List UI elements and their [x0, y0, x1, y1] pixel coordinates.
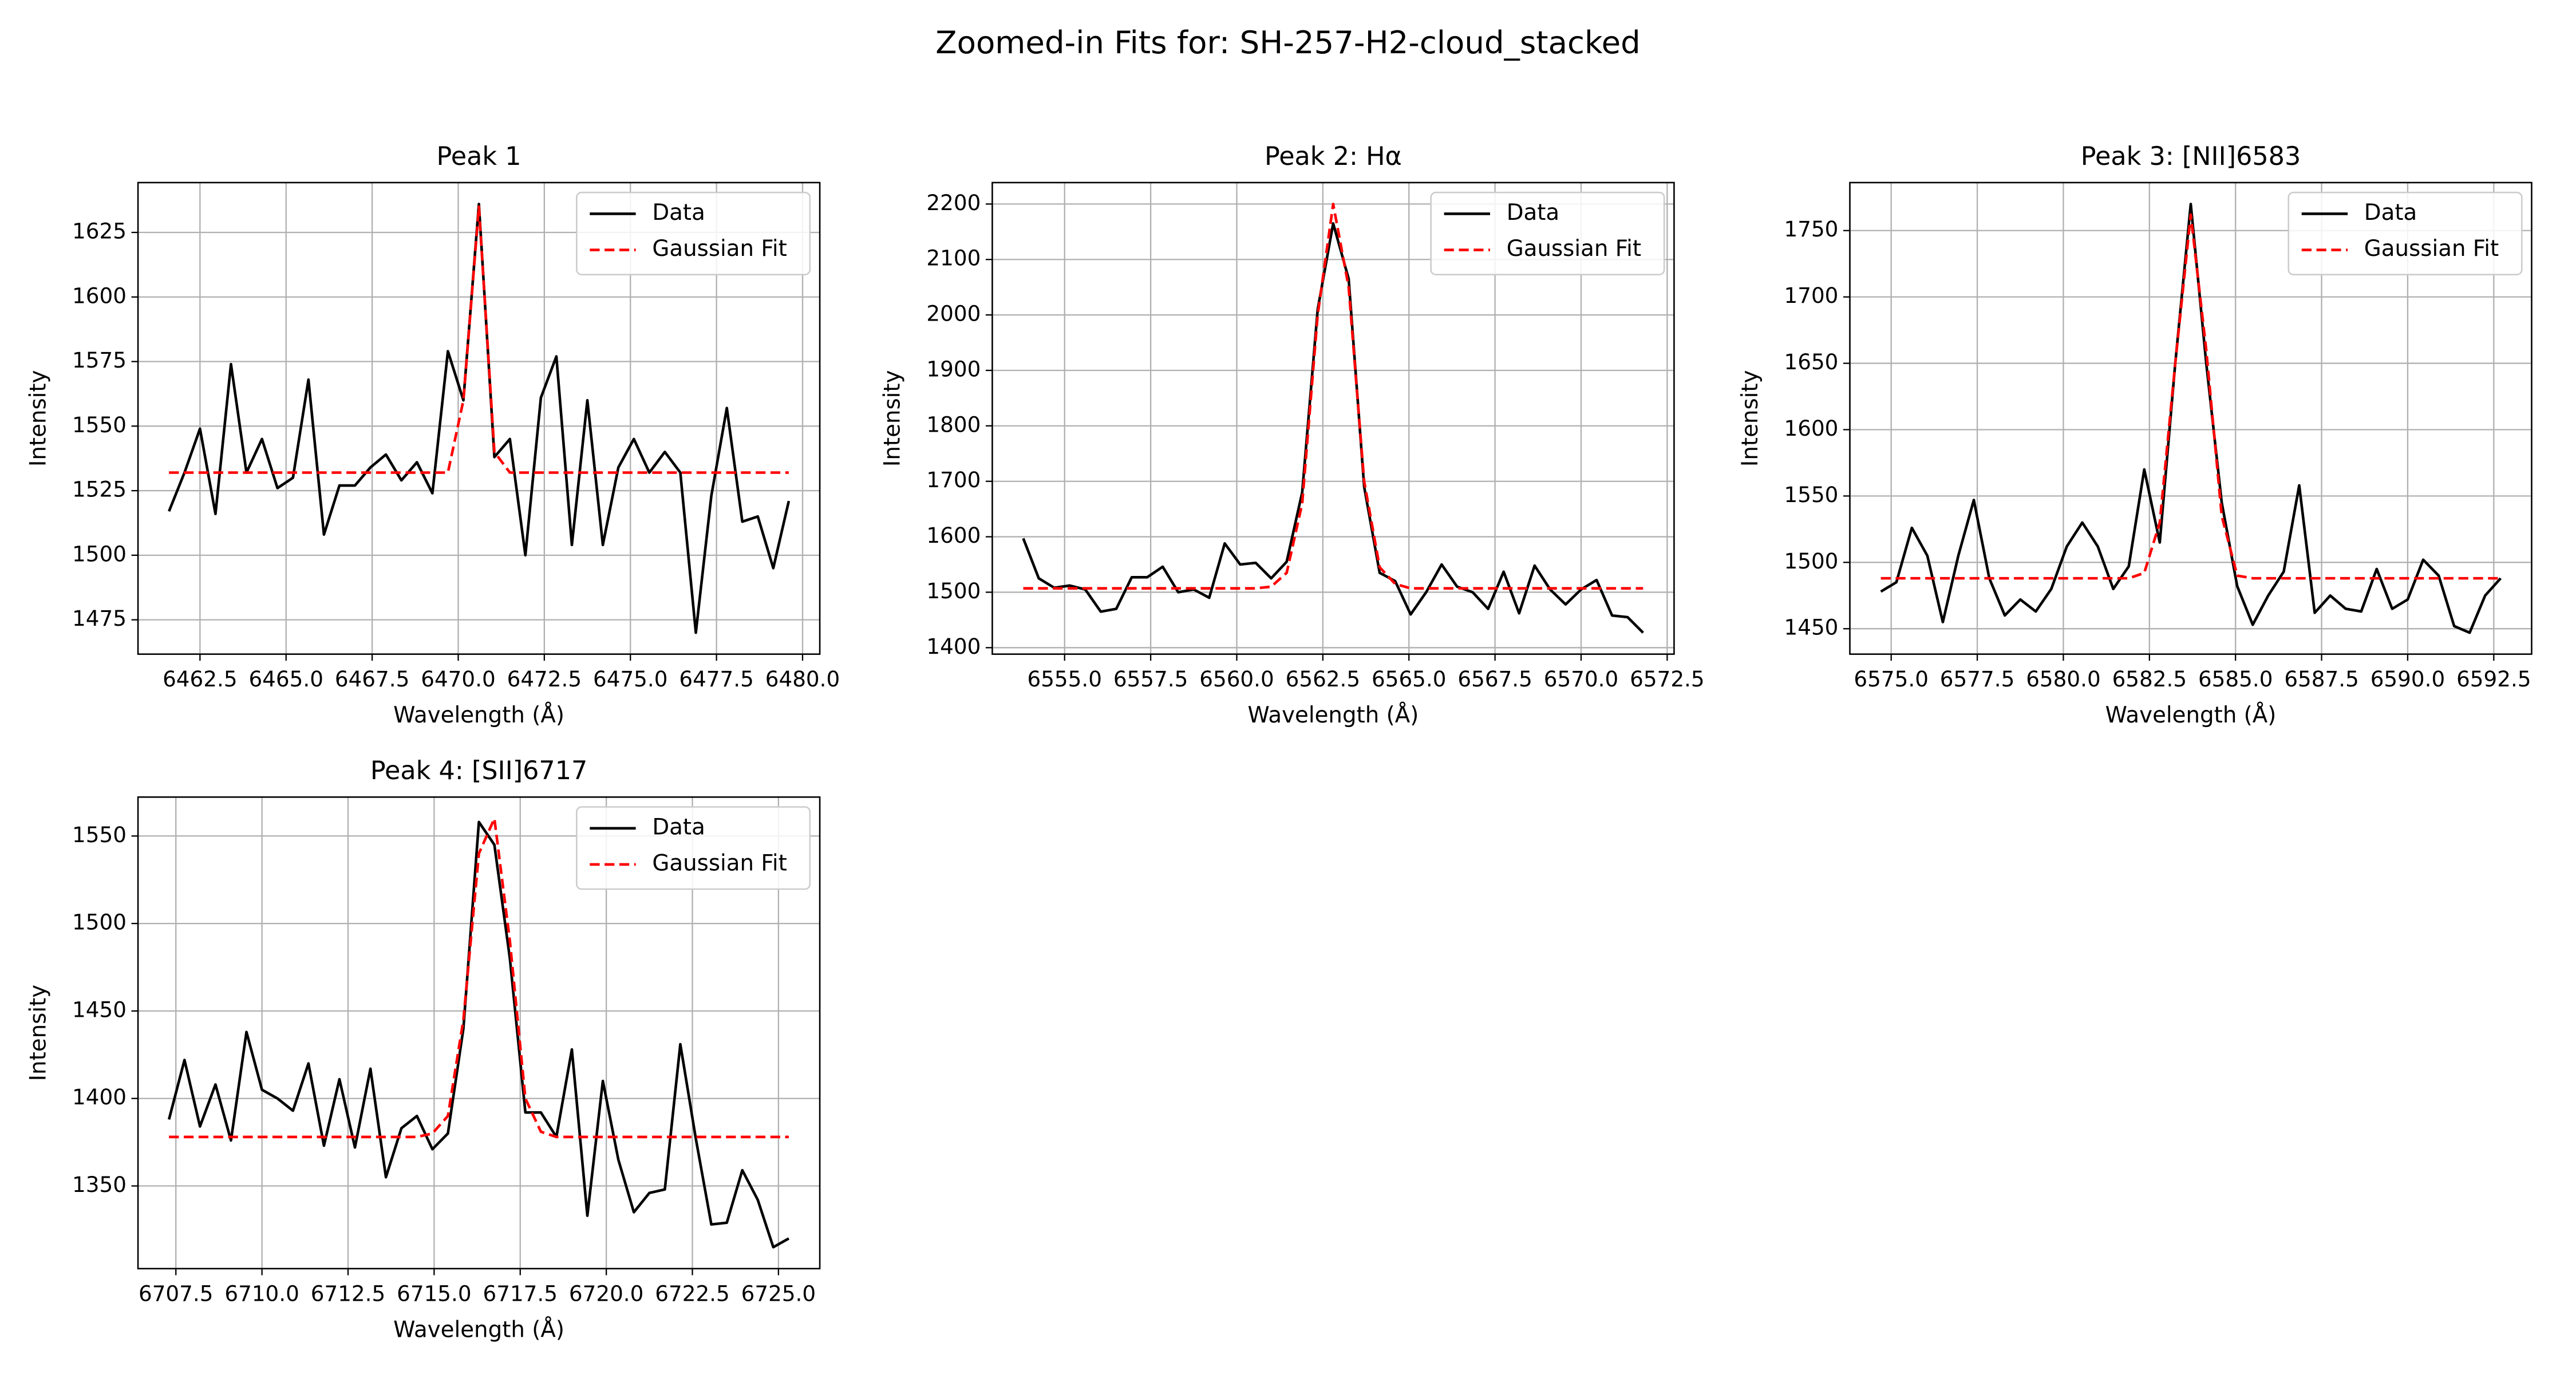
plot-frame — [137, 181, 821, 655]
x-tick-label: 6722.5 — [655, 1281, 730, 1306]
x-tick-label: 6575.0 — [1854, 666, 1929, 692]
x-tick-label: 6717.5 — [483, 1281, 558, 1306]
x-tick-label: 6472.5 — [507, 666, 582, 692]
series-line — [168, 203, 791, 634]
legend-label: Data — [2364, 200, 2417, 226]
series-line — [1880, 203, 2502, 634]
legend-label: Gaussian Fit — [652, 850, 787, 876]
y-tick-label: 1750 — [1784, 216, 1838, 242]
x-tick-label: 6562.5 — [1286, 666, 1361, 692]
x-tick-label: 6585.0 — [2198, 666, 2273, 692]
x-axis-label: Wavelength (Å) — [393, 1316, 564, 1343]
x-tick-label: 6465.0 — [248, 666, 323, 692]
legend-label: Data — [652, 814, 705, 840]
plot-title: Peak 3: [NII]6583 — [2081, 142, 2301, 171]
y-tick-label: 1400 — [926, 634, 981, 659]
x-tick-label: 6555.0 — [1027, 666, 1102, 692]
x-axis-label: Wavelength (Å) — [393, 701, 564, 728]
figure-title: Zoomed-in Fits for: SH-257-H2-cloud_stac… — [935, 24, 1640, 61]
x-tick-label: 6570.0 — [1544, 666, 1619, 692]
plot-frame — [137, 796, 821, 1270]
x-tick-label: 6557.5 — [1113, 666, 1188, 692]
legend-label: Gaussian Fit — [652, 236, 787, 262]
x-tick-label: 6712.5 — [311, 1281, 386, 1306]
x-tick-label: 6720.0 — [569, 1281, 644, 1306]
y-tick-label: 1500 — [926, 578, 981, 603]
series-line — [1880, 213, 2501, 580]
y-tick-label: 1800 — [926, 412, 981, 437]
x-tick-label: 6577.5 — [1940, 666, 2015, 692]
x-tick-label: 6707.5 — [139, 1281, 214, 1306]
y-tick-label: 1475 — [72, 606, 127, 631]
y-tick-label: 1550 — [72, 412, 127, 437]
y-tick-label: 1500 — [1784, 548, 1838, 574]
y-tick-label: 1450 — [72, 997, 127, 1022]
y-tick-label: 2100 — [926, 246, 981, 271]
y-tick-label: 1550 — [72, 822, 127, 847]
y-axis-label: Intensity — [1737, 370, 1763, 467]
y-tick-label: 1600 — [72, 283, 127, 308]
y-tick-label: 1600 — [1784, 416, 1838, 441]
x-tick-label: 6567.5 — [1457, 666, 1532, 692]
y-tick-label: 1700 — [1784, 283, 1838, 308]
x-tick-label: 6582.5 — [2112, 666, 2187, 692]
plot-frame — [1849, 181, 2532, 655]
x-tick-label: 6477.5 — [679, 666, 754, 692]
x-tick-label: 6590.0 — [2370, 666, 2445, 692]
y-axis-label: Intensity — [25, 370, 51, 467]
plot-frame — [991, 181, 1675, 655]
y-tick-label: 1450 — [1784, 615, 1838, 640]
x-tick-label: 6462.5 — [163, 666, 238, 692]
x-tick-label: 6725.0 — [741, 1281, 816, 1306]
x-tick-label: 6710.0 — [224, 1281, 299, 1306]
x-tick-label: 6480.0 — [765, 666, 840, 692]
y-tick-label: 1550 — [1784, 482, 1838, 507]
x-tick-label: 6470.0 — [421, 666, 496, 692]
x-tick-label: 6587.5 — [2284, 666, 2359, 692]
series-line — [169, 817, 789, 1139]
x-tick-label: 6715.0 — [397, 1281, 472, 1306]
plot-title: Peak 4: [SII]6717 — [370, 756, 587, 785]
plot-title: Peak 1 — [437, 142, 521, 171]
series-line — [167, 820, 790, 1249]
y-tick-label: 1600 — [926, 523, 981, 548]
x-tick-label: 6467.5 — [335, 666, 410, 692]
series-line — [169, 205, 789, 474]
x-axis-label: Wavelength (Å) — [1248, 701, 1419, 728]
x-tick-label: 6565.0 — [1372, 666, 1447, 692]
x-tick-label: 6592.5 — [2456, 666, 2531, 692]
series-line — [1023, 203, 1643, 590]
y-tick-label: 1500 — [72, 541, 127, 566]
y-tick-label: 1400 — [72, 1084, 127, 1110]
y-tick-label: 1625 — [72, 218, 127, 243]
y-tick-label: 1525 — [72, 477, 127, 502]
y-tick-label: 1700 — [926, 467, 981, 492]
series-line — [1022, 222, 1644, 634]
y-tick-label: 1650 — [1784, 349, 1838, 374]
y-tick-label: 1900 — [926, 356, 981, 381]
legend-label: Gaussian Fit — [2364, 236, 2499, 262]
legend-label: Data — [1507, 200, 1560, 226]
y-tick-label: 2200 — [926, 190, 981, 215]
x-tick-label: 6580.0 — [2026, 666, 2101, 692]
legend-label: Data — [652, 200, 705, 226]
x-tick-label: 6560.0 — [1199, 666, 1274, 692]
y-tick-label: 1500 — [72, 910, 127, 935]
y-tick-label: 1575 — [72, 348, 127, 373]
y-axis-label: Intensity — [25, 985, 51, 1081]
y-tick-label: 2000 — [926, 301, 981, 326]
y-tick-label: 1350 — [72, 1172, 127, 1197]
plot-title: Peak 2: Hα — [1265, 142, 1402, 171]
y-axis-label: Intensity — [880, 370, 906, 467]
x-tick-label: 6475.0 — [593, 666, 668, 692]
x-tick-label: 6572.5 — [1630, 666, 1705, 692]
x-axis-label: Wavelength (Å) — [2105, 701, 2277, 728]
legend-label: Gaussian Fit — [1507, 236, 1641, 262]
